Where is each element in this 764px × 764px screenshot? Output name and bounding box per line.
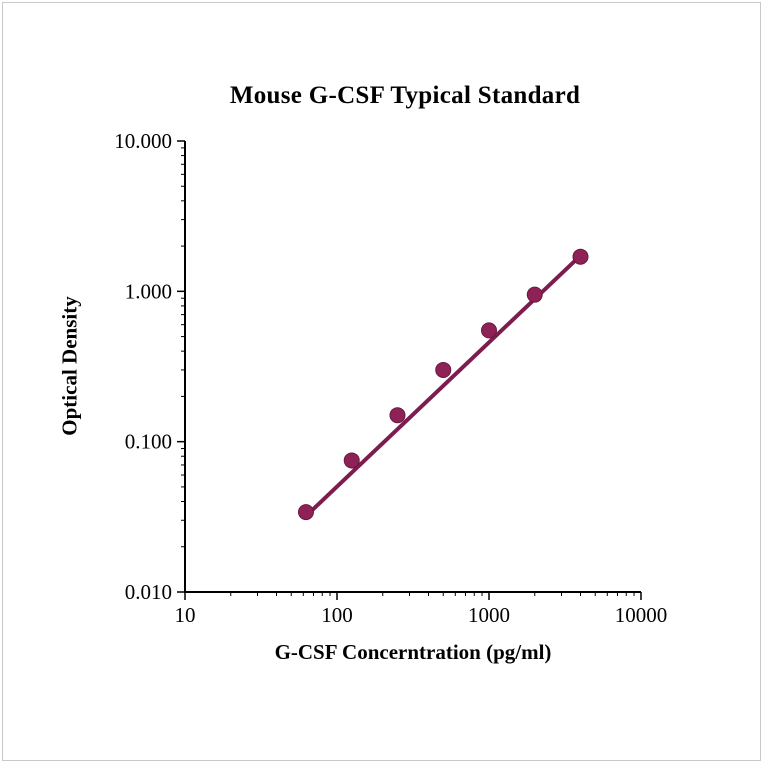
data-point [297,504,314,521]
data-point [481,322,497,339]
data-point [572,248,589,265]
y-tick-label: 0.100 [125,430,172,454]
y-tick-label: 0.010 [125,580,172,604]
x-tick-label: 10 [175,603,196,627]
data-point [389,407,406,424]
data-point [435,361,452,378]
chart-title: Mouse G-CSF Typical Standard [229,82,581,109]
y-tick-label: 1.000 [125,279,172,303]
x-tick-label: 100 [321,603,353,627]
y-tick-label: 10.000 [114,129,172,153]
x-tick-label: 10000 [615,603,668,627]
x-tick-label: 1000 [468,603,510,627]
data-point [526,286,543,303]
x-axis-title: G-CSF Concerntration (pg/ml) [274,640,552,664]
data-point [343,452,360,469]
